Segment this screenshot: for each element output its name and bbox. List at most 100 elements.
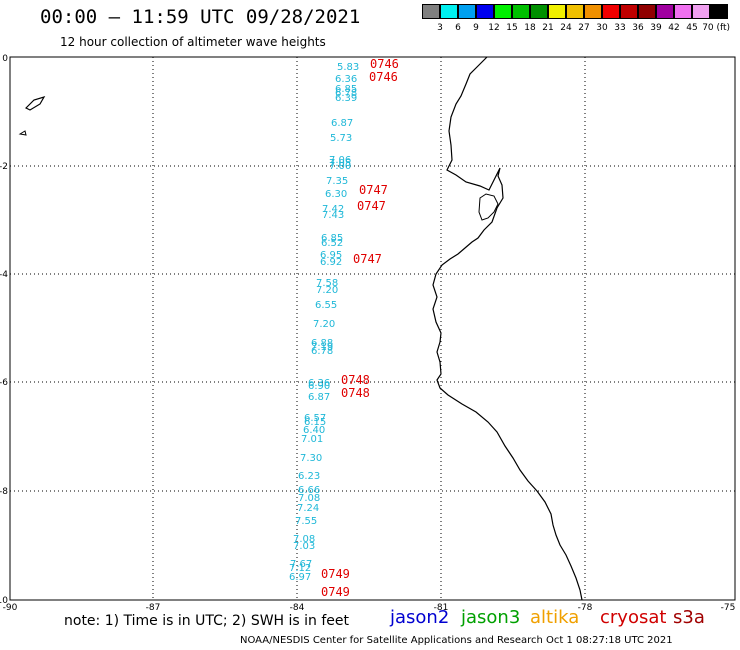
page-title: 00:00 – 11:59 UTC 09/28/2021 bbox=[40, 6, 361, 28]
wave-height-value: 6.30 bbox=[325, 189, 347, 200]
legend-label: 42 bbox=[668, 23, 680, 33]
lat-tick-label: -6 bbox=[0, 378, 8, 388]
wave-height-value: 6.15 bbox=[304, 417, 326, 428]
units-note: note: 1) Time is in UTC; 2) SWH is in fe… bbox=[64, 613, 350, 629]
legend-swatch bbox=[494, 4, 512, 19]
wave-height-value: 7.00 bbox=[329, 161, 351, 172]
pass-time-label: 0746 bbox=[370, 57, 399, 71]
coastline bbox=[18, 56, 583, 601]
legend-swatch bbox=[566, 4, 584, 19]
wave-height-value: 6.85 bbox=[321, 233, 343, 244]
wave-height-value: 7.06 bbox=[329, 155, 351, 166]
lat-tick-label: 0 bbox=[2, 54, 8, 64]
legend-swatch bbox=[638, 4, 656, 19]
wave-height-value: 7.05 bbox=[329, 158, 351, 169]
wave-height-value: 6.87 bbox=[331, 118, 353, 129]
wave-height-labels: 5.836.366.856.786.396.875.737.067.057.00… bbox=[289, 62, 359, 583]
legend-swatch bbox=[602, 4, 620, 19]
lon-tick-label: -75 bbox=[721, 603, 736, 613]
wave-height-value: 7.20 bbox=[316, 285, 338, 296]
legend-swatch bbox=[656, 4, 674, 19]
legend-swatch bbox=[476, 4, 494, 19]
wave-height-value: 6.23 bbox=[298, 471, 320, 482]
pass-time-label: 0749 bbox=[321, 585, 350, 599]
legend-label: 21 bbox=[542, 23, 554, 33]
legend-label: 12 bbox=[488, 23, 500, 33]
island-shape bbox=[24, 95, 46, 111]
lat-tick-label: -8 bbox=[0, 487, 8, 497]
wave-height-value: 6.52 bbox=[321, 238, 343, 249]
wave-height-value: 7.08 bbox=[298, 493, 320, 504]
legend-label: 33 bbox=[614, 23, 626, 33]
legend-label: 6 bbox=[455, 23, 461, 33]
wave-height-value: 6.36 bbox=[335, 74, 357, 85]
wave-height-value: 7.42 bbox=[322, 204, 344, 215]
pass-time-label: 0748 bbox=[341, 373, 370, 387]
legend-swatch bbox=[692, 4, 710, 19]
wave-height-value: 6.97 bbox=[289, 572, 311, 583]
lon-tick-label: -87 bbox=[146, 603, 161, 613]
wave-height-value: 6.78 bbox=[335, 88, 357, 99]
pass-time-label: 0747 bbox=[353, 252, 382, 266]
wave-height-value: 6.36 bbox=[308, 378, 330, 389]
legend-swatch bbox=[512, 4, 530, 19]
legend-label: 70 (ft) bbox=[702, 23, 731, 33]
lon-tick-label: -90 bbox=[3, 603, 18, 613]
wave-height-value: 7.67 bbox=[290, 559, 312, 570]
satellite-label: s3a bbox=[673, 607, 705, 628]
pass-time-label: 0747 bbox=[359, 183, 388, 197]
wave-height-value: 7.19 bbox=[311, 342, 333, 353]
pass-time-label: 0746 bbox=[369, 70, 398, 84]
legend-swatch bbox=[548, 4, 566, 19]
credit-line: NOAA/NESDIS Center for Satellite Applica… bbox=[240, 635, 673, 646]
legend-swatch bbox=[458, 4, 476, 19]
satellite-label: jason3 bbox=[461, 607, 521, 628]
legend-label: 30 bbox=[596, 23, 608, 33]
wave-height-value: 7.35 bbox=[326, 176, 348, 187]
legend-label: 9 bbox=[473, 23, 479, 33]
wave-height-value: 7.12 bbox=[289, 563, 311, 574]
lat-tick-label: -2 bbox=[0, 162, 8, 172]
satellite-label: cryosat bbox=[600, 607, 667, 628]
wave-height-value: 7.30 bbox=[300, 453, 322, 464]
legend-label: 36 bbox=[632, 23, 644, 33]
wave-height-value: 7.55 bbox=[295, 516, 317, 527]
wave-height-value: 5.83 bbox=[337, 62, 359, 73]
legend-swatch bbox=[440, 4, 458, 19]
wave-height-value: 6.90 bbox=[308, 381, 330, 392]
wave-height-value: 7.58 bbox=[316, 278, 338, 289]
lat-tick-label: -4 bbox=[0, 270, 8, 280]
legend-label: 27 bbox=[578, 23, 590, 33]
wave-height-value: 6.39 bbox=[335, 93, 357, 104]
lon-tick-label: -81 bbox=[434, 603, 449, 613]
pass-time-label: 0748 bbox=[341, 386, 370, 400]
pass-time-label: 0749 bbox=[321, 567, 350, 581]
wave-height-value: 7.01 bbox=[301, 434, 323, 445]
page-subtitle: 12 hour collection of altimeter wave hei… bbox=[60, 35, 326, 49]
wave-height-value: 6.92 bbox=[320, 257, 342, 268]
legend-swatch bbox=[530, 4, 548, 19]
wave-height-value: 6.85 bbox=[335, 84, 357, 95]
wave-height-value: 7.43 bbox=[322, 210, 344, 221]
satellite-label: jason2 bbox=[390, 607, 450, 628]
grid-lines bbox=[10, 57, 735, 600]
wave-height-value: 6.40 bbox=[303, 425, 325, 436]
satellite-label: altika bbox=[530, 607, 580, 628]
legend-swatch bbox=[674, 4, 692, 19]
legend-label: 3 bbox=[437, 23, 443, 33]
wave-height-value: 6.88 bbox=[311, 338, 333, 349]
wave-height-value: 7.24 bbox=[297, 503, 319, 514]
map-frame bbox=[9, 56, 736, 601]
axis-labels: 0 -2 -4 -6 -8 -10-90 -87 -84 -81 -78 -75 bbox=[0, 54, 735, 613]
color-scale-legend bbox=[422, 4, 728, 20]
legend-swatch bbox=[422, 4, 440, 19]
legend-swatch bbox=[620, 4, 638, 19]
wave-height-value: 6.78 bbox=[311, 346, 333, 357]
legend-label: 15 bbox=[506, 23, 518, 33]
wave-height-value: 6.55 bbox=[315, 300, 337, 311]
wave-height-value: 6.87 bbox=[308, 392, 330, 403]
legend-label: 39 bbox=[650, 23, 662, 33]
wave-height-value: 5.73 bbox=[330, 133, 352, 144]
